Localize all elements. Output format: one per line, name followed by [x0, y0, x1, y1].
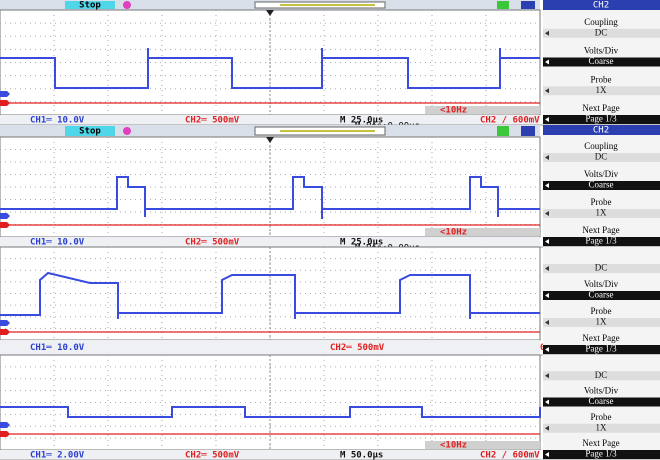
menu-label: Next Page [582, 103, 619, 113]
freq: <10Hz [440, 228, 467, 238]
menu-value: 1X [596, 208, 608, 218]
menu-label: Probe [591, 306, 612, 316]
menu-value: Coarse [589, 180, 614, 190]
bottom-ch1: CH1═ 10.0V [30, 116, 85, 126]
menu-label: Next Page [582, 333, 619, 343]
menu-label: Next Page [582, 225, 619, 235]
menu-label: Coupling [584, 141, 618, 151]
menu-value: Page 1/3 [585, 344, 617, 354]
menu-value: Coarse [589, 396, 614, 406]
status-icon [123, 1, 131, 9]
bottom-ch2: CH2═ 500mV [185, 451, 240, 460]
scope-composite: Stop<10HzCH1═ 10.0VCH2═ 500mVM 25.0µsCH2… [0, 0, 660, 460]
menu-value: Coarse [589, 56, 614, 66]
menu-value: Page 1/3 [585, 236, 617, 246]
menu-label: Volts/Div [584, 386, 619, 396]
bottom-ch1: CH1═ 2.00V [30, 451, 85, 460]
menu-label: Probe [591, 412, 612, 422]
icon-green [497, 1, 509, 9]
icon-green [497, 126, 509, 136]
menu-title: CH2 [593, 126, 609, 136]
status: Stop [79, 127, 101, 137]
menu-value: Page 1/3 [585, 114, 617, 124]
bottom-trigger: CH2 ∕ 600mV [480, 451, 540, 460]
bottom-ch2: CH2═ 500mV [330, 343, 385, 353]
menu-value: 1X [596, 85, 608, 95]
menu-value: Coarse [589, 290, 614, 300]
menu-title: CH2 [593, 1, 609, 11]
freq: <10Hz [440, 106, 467, 116]
menu-label: Volts/Div [584, 279, 619, 289]
menu-label: Coupling [584, 17, 618, 27]
menu-label: Probe [591, 74, 612, 84]
status-icon [123, 127, 131, 135]
menu-label: Volts/Div [584, 169, 619, 179]
menu-label: Probe [591, 197, 612, 207]
status: Stop [79, 1, 101, 11]
menu-value: DC [595, 370, 608, 380]
bottom-ch1: CH1═ 10.0V [30, 238, 85, 248]
icon-blue [521, 1, 535, 9]
bottom-ch1: CH1═ 10.0V [30, 343, 85, 353]
bottom-ch2: CH2═ 500mV [185, 116, 240, 126]
icon-blue [521, 126, 535, 136]
menu-value: 1X [596, 317, 608, 327]
menu-value: DC [595, 263, 608, 273]
menu-label: Next Page [582, 438, 619, 448]
menu-label: Volts/Div [584, 46, 619, 56]
freq: <10Hz [440, 441, 467, 451]
menu-value: DC [595, 27, 608, 37]
menu-value: DC [595, 152, 608, 162]
bottom-ch2: CH2═ 500mV [185, 238, 240, 248]
bottom-trigger: CH2 ∕ 600mV [480, 116, 540, 126]
menu-value: 1X [596, 422, 608, 432]
bottom-time: M 50.0µs [340, 451, 383, 460]
menu-value: Page 1/3 [585, 449, 617, 459]
